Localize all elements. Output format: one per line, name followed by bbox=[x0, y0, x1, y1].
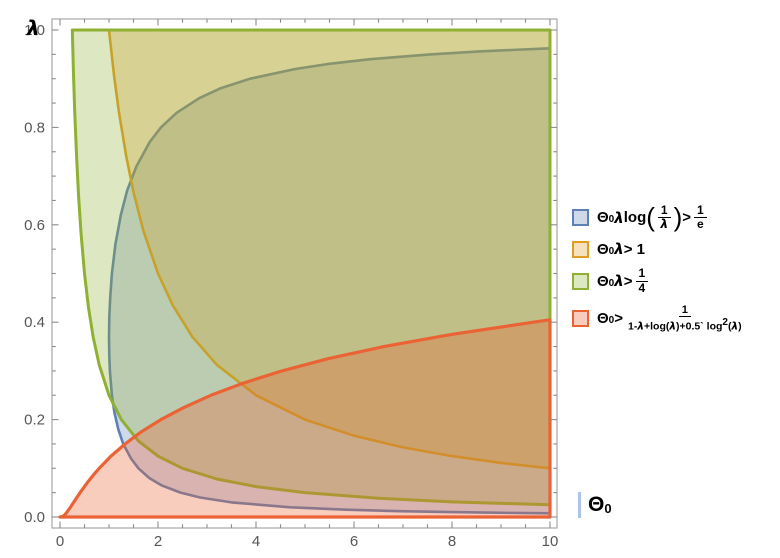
y-tick-label: 0.4 bbox=[24, 314, 45, 331]
legend-swatch-blue bbox=[572, 209, 589, 227]
axis-label-mark bbox=[578, 492, 581, 518]
y-tick-label: 0.0 bbox=[24, 509, 45, 526]
region-green bbox=[70, 28, 552, 507]
y-tick-label: 0.8 bbox=[24, 119, 45, 136]
x-tick-label: 10 bbox=[542, 533, 559, 550]
y-tick-label: 1.0 bbox=[24, 22, 45, 39]
y-axis-label: λ bbox=[27, 16, 40, 40]
x-axis-label-subscript: 0 bbox=[604, 500, 612, 516]
x-tick-label: 8 bbox=[448, 533, 456, 550]
region-red bbox=[58, 318, 552, 519]
legend-big-paren: ( bbox=[646, 201, 655, 232]
region-blue bbox=[107, 47, 552, 515]
y-tick-label: 0.2 bbox=[24, 412, 45, 429]
legend-swatch-red bbox=[572, 309, 589, 327]
legend-swatch-orange bbox=[572, 240, 589, 258]
y-tick-label: 0.6 bbox=[24, 217, 45, 234]
legend-big-paren: ) bbox=[673, 201, 683, 232]
x-tick-label: 0 bbox=[56, 533, 64, 550]
x-tick-label: 4 bbox=[252, 533, 260, 550]
legend-fraction: 1 1-λ+log(λ)+0.5` log2(λ) bbox=[628, 303, 742, 333]
x-tick-label: 2 bbox=[154, 533, 162, 550]
legend-swatch-green bbox=[572, 272, 589, 290]
region-orange bbox=[107, 28, 552, 470]
x-tick-label: 6 bbox=[350, 533, 358, 550]
x-axis-label-symbol: Θ bbox=[588, 493, 605, 516]
y-axis-label-text: λ bbox=[27, 16, 40, 40]
